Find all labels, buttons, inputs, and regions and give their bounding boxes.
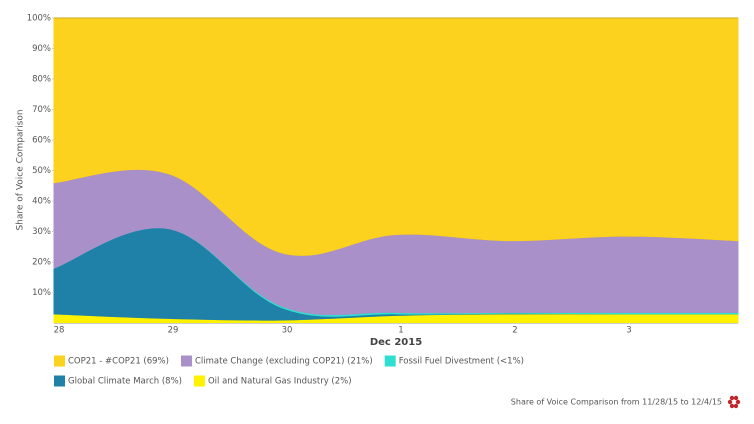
x-axis-label: Dec 2015: [370, 337, 422, 348]
legend-swatch: [193, 375, 205, 387]
x-tick-label: 3: [626, 326, 631, 336]
y-tick-label: 30%: [32, 227, 51, 237]
y-tick-label: 10%: [32, 288, 51, 298]
legend-label: Oil and Natural Gas Industry (2%): [208, 377, 352, 387]
legend-item: Fossil Fuel Divestment (<1%): [384, 355, 524, 367]
legend-label: Fossil Fuel Divestment (<1%): [399, 357, 524, 367]
legend-label: Climate Change (excluding COP21) (21%): [195, 357, 373, 367]
x-tick-label: 30: [282, 326, 293, 336]
x-tick-label: 2: [512, 326, 517, 336]
y-axis-label: Share of Voice Comparison: [16, 109, 26, 230]
areas: [53, 17, 739, 324]
logo-icon: [727, 395, 741, 409]
legend-swatch: [384, 355, 396, 367]
legend-item: Global Climate March (8%): [54, 375, 182, 387]
y-tick-label: 80%: [32, 75, 51, 85]
x-tick-label: 29: [168, 326, 179, 336]
legend-item: COP21 - #COP21 (69%): [54, 355, 169, 367]
y-tick-label: 50%: [32, 166, 51, 176]
legend-item: Oil and Natural Gas Industry (2%): [193, 375, 352, 387]
y-tick-label: 20%: [32, 258, 51, 268]
y-tick-label: 70%: [32, 105, 51, 115]
y-tick-label: 60%: [32, 136, 51, 146]
legend-swatch: [54, 355, 65, 367]
y-tick-label: 100%: [27, 14, 51, 24]
legend-swatch: [54, 375, 65, 387]
x-tick-label: 28: [54, 326, 65, 336]
y-tick-label: 90%: [32, 44, 51, 54]
legend-item: Climate Change (excluding COP21) (21%): [180, 355, 373, 367]
x-tick-label: 1: [398, 326, 403, 336]
area: [53, 17, 739, 256]
legend-label: Global Climate March (8%): [68, 377, 182, 387]
legend-swatch: [180, 355, 192, 367]
footer: Share of Voice Comparison from 11/28/15 …: [511, 398, 722, 407]
legend-label: COP21 - #COP21 (69%): [68, 357, 169, 367]
y-tick-label: 40%: [32, 197, 51, 207]
